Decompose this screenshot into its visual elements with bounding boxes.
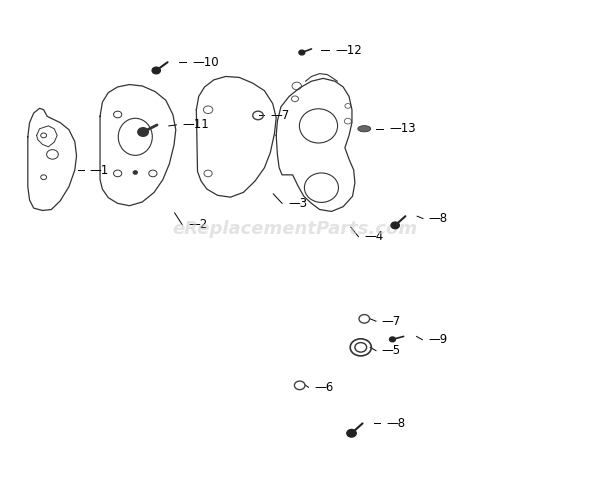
Text: —8: —8 [386, 417, 405, 430]
Text: —8: —8 [429, 212, 448, 225]
Circle shape [347, 429, 356, 437]
Circle shape [152, 67, 160, 74]
Text: —2: —2 [188, 218, 207, 231]
Text: —11: —11 [182, 119, 209, 131]
Text: —9: —9 [428, 333, 448, 346]
Circle shape [138, 128, 148, 136]
Text: —7: —7 [270, 109, 290, 122]
Circle shape [299, 50, 305, 55]
Text: eReplacementParts.com: eReplacementParts.com [172, 220, 418, 239]
Circle shape [389, 337, 395, 342]
Text: —1: —1 [90, 163, 109, 176]
Text: —10: —10 [192, 56, 219, 69]
Circle shape [391, 222, 399, 228]
Text: —7: —7 [382, 315, 401, 328]
Text: —4: —4 [364, 230, 384, 243]
Text: —13: —13 [389, 122, 415, 135]
Ellipse shape [358, 126, 371, 132]
Text: —5: —5 [382, 344, 401, 357]
Circle shape [133, 171, 137, 174]
Text: —3: —3 [288, 197, 307, 210]
Text: —12: —12 [335, 44, 362, 57]
Text: —6: —6 [314, 381, 333, 394]
